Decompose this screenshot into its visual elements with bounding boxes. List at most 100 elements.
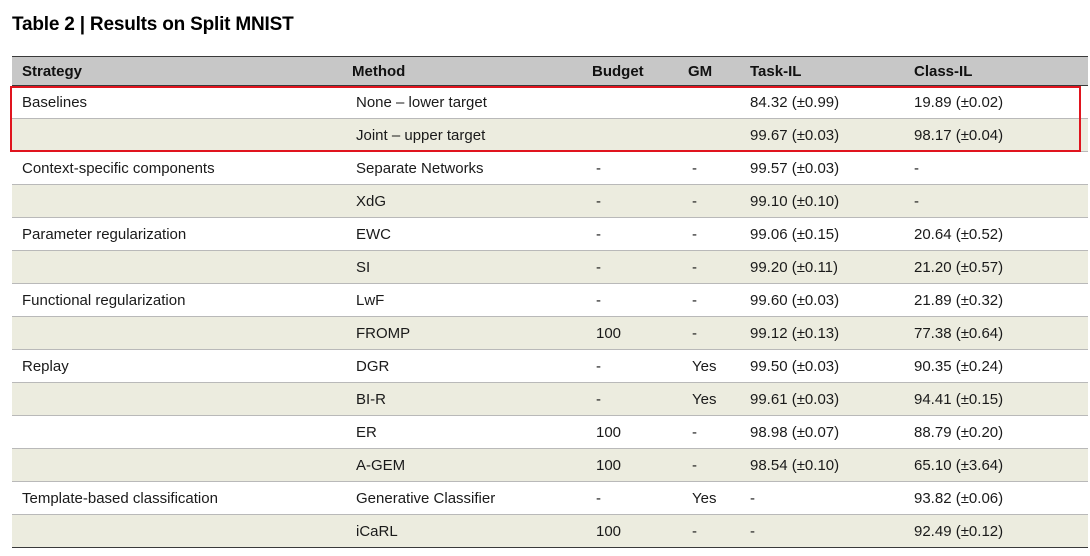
cell-method: XdG xyxy=(344,184,584,218)
table-header-row: Strategy Method Budget GM Task-IL Class-… xyxy=(12,56,1088,86)
cell-method: LwF xyxy=(344,283,584,317)
cell-class-il: 98.17 (±0.04) xyxy=(906,118,1088,152)
cell-method: BI-R xyxy=(344,382,584,416)
cell-class-il: 65.10 (±3.64) xyxy=(906,448,1088,482)
cell-budget: 100 xyxy=(584,316,680,350)
cell-task-il: 99.06 (±0.15) xyxy=(742,217,906,251)
cell-strategy: Template-based classification xyxy=(12,481,344,515)
cell-gm: - xyxy=(680,250,742,284)
cell-method: iCaRL xyxy=(344,514,584,548)
cell-budget: - xyxy=(584,184,680,218)
cell-task-il: 98.98 (±0.07) xyxy=(742,415,906,449)
header-strategy: Strategy xyxy=(12,56,344,86)
table-row: Baselines None – lower target 84.32 (±0.99… xyxy=(12,85,1088,119)
cell-task-il: 99.10 (±0.10) xyxy=(742,184,906,218)
table-row: Functional regularization LwF - -99.60 (±0.… xyxy=(12,283,1088,317)
cell-strategy: Replay xyxy=(12,349,344,383)
cell-gm: Yes xyxy=(680,382,742,416)
cell-task-il: 99.12 (±0.13) xyxy=(742,316,906,350)
cell-budget xyxy=(584,118,680,152)
table-row: Template-based classification Generative … xyxy=(12,481,1088,515)
cell-budget: - xyxy=(584,151,680,185)
cell-gm: - xyxy=(680,151,742,185)
cell-task-il: 99.50 (±0.03) xyxy=(742,349,906,383)
cell-gm: - xyxy=(680,415,742,449)
cell-task-il: 84.32 (±0.99) xyxy=(742,85,906,119)
table-row: iCaRL 100- -92.49 (±0.12) xyxy=(12,514,1088,548)
cell-budget: 100 xyxy=(584,514,680,548)
cell-class-il: 93.82 (±0.06) xyxy=(906,481,1088,515)
cell-method: Joint – upper target xyxy=(344,118,584,152)
cell-strategy xyxy=(12,184,344,218)
cell-method: FROMP xyxy=(344,316,584,350)
cell-budget xyxy=(584,85,680,119)
cell-gm: - xyxy=(680,184,742,218)
cell-strategy: Parameter regularization xyxy=(12,217,344,251)
cell-task-il: 99.20 (±0.11) xyxy=(742,250,906,284)
table-row: XdG - -99.10 (±0.10) - xyxy=(12,184,1088,218)
table-row: SI - -99.20 (±0.11) 21.20 (±0.57) xyxy=(12,250,1088,284)
cell-budget: - xyxy=(584,250,680,284)
cell-strategy: Context-specific components xyxy=(12,151,344,185)
table-row: Parameter regularization EWC - -99.06 (±0.1… xyxy=(12,217,1088,251)
cell-budget: - xyxy=(584,349,680,383)
cell-method: None – lower target xyxy=(344,85,584,119)
cell-method: Separate Networks xyxy=(344,151,584,185)
cell-class-il: 20.64 (±0.52) xyxy=(906,217,1088,251)
cell-budget: 100 xyxy=(584,448,680,482)
table-row: Joint – upper target 99.67 (±0.03) 98.17 (… xyxy=(12,118,1088,152)
cell-strategy xyxy=(12,118,344,152)
cell-class-il: 92.49 (±0.12) xyxy=(906,514,1088,548)
cell-method: ER xyxy=(344,415,584,449)
cell-class-il: 21.20 (±0.57) xyxy=(906,250,1088,284)
cell-gm xyxy=(680,118,742,152)
table-row: ER 100-98.98 (±0.07) 88.79 (±0.20) xyxy=(12,415,1088,449)
cell-budget: - xyxy=(584,217,680,251)
table-row: FROMP 100-99.12 (±0.13) 77.38 (±0.64) xyxy=(12,316,1088,350)
cell-class-il: 90.35 (±0.24) xyxy=(906,349,1088,383)
cell-gm: - xyxy=(680,448,742,482)
header-budget: Budget xyxy=(584,56,680,86)
cell-strategy xyxy=(12,448,344,482)
table-body: Baselines None – lower target 84.32 (±0.99… xyxy=(12,85,1088,548)
cell-budget: - xyxy=(584,283,680,317)
cell-strategy: Functional regularization xyxy=(12,283,344,317)
cell-method: EWC xyxy=(344,217,584,251)
cell-gm: - xyxy=(680,514,742,548)
cell-task-il: - xyxy=(742,481,906,515)
cell-strategy xyxy=(12,415,344,449)
cell-task-il: 98.54 (±0.10) xyxy=(742,448,906,482)
header-task-il: Task-IL xyxy=(742,56,906,86)
header-gm: GM xyxy=(680,56,742,86)
cell-task-il: 99.61 (±0.03) xyxy=(742,382,906,416)
results-table: Strategy Method Budget GM Task-IL Class-… xyxy=(12,56,1088,548)
cell-gm: - xyxy=(680,316,742,350)
results-table-container: Strategy Method Budget GM Task-IL Class-… xyxy=(12,56,1088,548)
table-row: A-GEM 100-98.54 (±0.10) 65.10 (±3.64) xyxy=(12,448,1088,482)
cell-class-il: - xyxy=(906,151,1088,185)
cell-class-il: 77.38 (±0.64) xyxy=(906,316,1088,350)
cell-class-il: - xyxy=(906,184,1088,218)
cell-class-il: 21.89 (±0.32) xyxy=(906,283,1088,317)
table-title: Table 2 | Results on Split MNIST xyxy=(12,14,294,35)
cell-method: SI xyxy=(344,250,584,284)
header-class-il: Class-IL xyxy=(906,56,1088,86)
cell-strategy xyxy=(12,250,344,284)
cell-class-il: 19.89 (±0.02) xyxy=(906,85,1088,119)
cell-task-il: 99.57 (±0.03) xyxy=(742,151,906,185)
cell-gm xyxy=(680,85,742,119)
cell-strategy: Baselines xyxy=(12,85,344,119)
cell-gm: Yes xyxy=(680,349,742,383)
cell-strategy xyxy=(12,382,344,416)
cell-class-il: 94.41 (±0.15) xyxy=(906,382,1088,416)
header-method: Method xyxy=(344,56,584,86)
cell-budget: - xyxy=(584,382,680,416)
cell-gm: Yes xyxy=(680,481,742,515)
cell-task-il: 99.67 (±0.03) xyxy=(742,118,906,152)
cell-gm: - xyxy=(680,283,742,317)
cell-class-il: 88.79 (±0.20) xyxy=(906,415,1088,449)
table-row: BI-R - Yes 99.61 (±0.03) 94.41 (±0.15) xyxy=(12,382,1088,416)
cell-strategy xyxy=(12,514,344,548)
cell-method: DGR xyxy=(344,349,584,383)
cell-budget: - xyxy=(584,481,680,515)
